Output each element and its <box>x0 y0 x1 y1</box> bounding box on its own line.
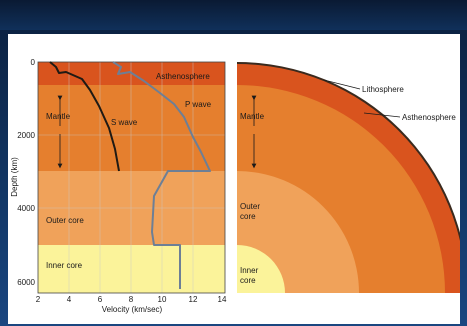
inner-core-label-line1: Inner <box>240 266 259 275</box>
p-wave-line <box>112 61 211 289</box>
y-tick-labels: 0 2000 4000 6000 <box>17 58 35 287</box>
x-tick: 14 <box>218 295 227 304</box>
y-tick: 6000 <box>17 278 35 287</box>
x-tick: 12 <box>189 295 198 304</box>
mantle-label: Mantle <box>240 112 265 121</box>
inner-core-label: Inner core <box>46 261 83 270</box>
chart-grid <box>38 62 225 293</box>
outer-core-label-line2: core <box>240 212 256 221</box>
y-tick: 2000 <box>17 131 35 140</box>
lithosphere-leader <box>323 79 361 90</box>
inner-core-layer <box>237 245 285 293</box>
x-tick-labels: 2 4 6 8 10 12 14 <box>36 295 227 304</box>
earth-structure-figure: Asthenosphere Mantle S wave P wave Outer… <box>10 58 460 314</box>
velocity-depth-chart: Asthenosphere Mantle S wave P wave Outer… <box>10 58 227 314</box>
s-wave-label: S wave <box>111 118 138 127</box>
p-wave-label: P wave <box>185 100 212 109</box>
mantle-band <box>38 85 225 171</box>
asthenosphere-label: Asthenosphere <box>156 72 210 81</box>
inner-core-label-line2: core <box>240 276 256 285</box>
outer-core-label-line1: Outer <box>240 202 260 211</box>
asthenosphere-leader <box>363 112 401 118</box>
mantle-label: Mantle <box>46 112 71 121</box>
x-tick: 4 <box>67 295 72 304</box>
y-tick: 0 <box>31 58 36 67</box>
outer-core-label: Outer core <box>46 216 84 225</box>
x-tick: 6 <box>98 295 103 304</box>
y-tick: 4000 <box>17 204 35 213</box>
x-tick: 10 <box>158 295 167 304</box>
s-wave-line <box>49 61 120 172</box>
x-tick: 8 <box>129 295 134 304</box>
y-axis-label: Depth (km) <box>10 157 19 197</box>
lithosphere-label: Lithosphere <box>362 85 404 94</box>
title-band <box>0 0 467 30</box>
chart-frame <box>37 61 226 294</box>
earth-cross-section: Lithosphere Asthenosphere Mantle Outer c… <box>237 62 460 293</box>
x-tick: 2 <box>36 295 41 304</box>
x-axis-label: Velocity (km/sec) <box>102 305 163 314</box>
figure-panel: Asthenosphere Mantle S wave P wave Outer… <box>8 34 460 324</box>
asthenosphere-label: Asthenosphere <box>402 113 456 122</box>
